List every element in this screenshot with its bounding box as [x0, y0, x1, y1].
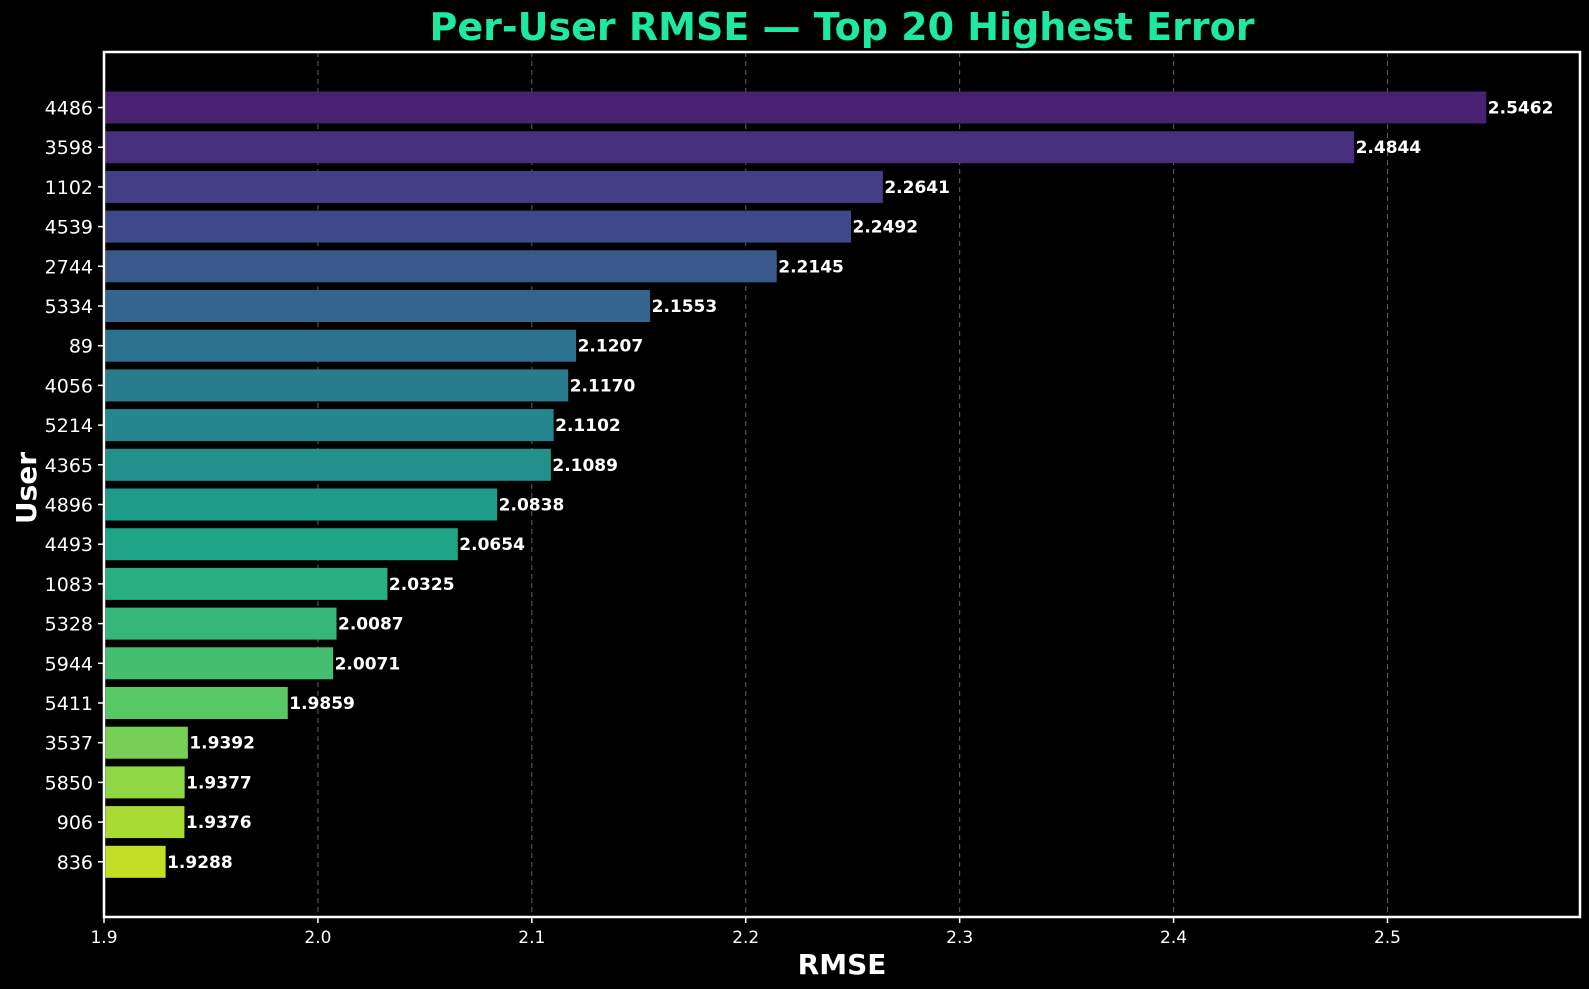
bar: [105, 528, 458, 561]
value-label: 1.9288: [167, 853, 233, 873]
y-tick-label: 4493: [45, 534, 93, 556]
y-tick-label: 4486: [45, 98, 93, 120]
y-tick-label: 3537: [45, 733, 93, 755]
y-tick-labels: 4486 3598 1102 4539 2744 5334 89 4056 5214 4365 48…: [45, 98, 104, 874]
y-tick-label: 5944: [45, 653, 93, 675]
y-axis-label: User: [10, 452, 43, 524]
x-tick-label: 2.5: [1374, 928, 1401, 948]
bar: [105, 647, 334, 680]
bar: [105, 170, 883, 203]
bar: [105, 607, 337, 640]
y-tick-label: 5214: [45, 415, 93, 437]
value-label: 2.1553: [652, 297, 718, 317]
value-label: 2.0325: [389, 575, 455, 595]
value-label: 1.9377: [186, 773, 252, 793]
value-label: 2.5462: [1488, 99, 1554, 119]
value-label: 2.1089: [552, 456, 618, 476]
bar: [105, 91, 1487, 124]
bar: [105, 369, 569, 402]
chart-title: Per-User RMSE — Top 20 Highest Error: [430, 5, 1255, 49]
y-tick-label: 4365: [45, 455, 93, 477]
y-tick-label: 2744: [45, 256, 93, 278]
x-axis-label: RMSE: [798, 948, 887, 981]
plot-frame: [102, 50, 1582, 919]
bar: [105, 210, 851, 243]
bar: [105, 726, 188, 759]
bar: [105, 250, 777, 283]
bar: [105, 687, 288, 719]
bar: [105, 806, 185, 839]
x-tick-label: 1.9: [90, 928, 117, 948]
x-tick-label: 2.1: [518, 928, 545, 948]
bar: [105, 488, 498, 521]
y-tick-label: 4056: [45, 375, 93, 397]
value-label: 1.9859: [289, 694, 355, 714]
y-tick-label: 89: [69, 336, 93, 358]
bar: [105, 131, 1355, 164]
bars: [105, 91, 1487, 878]
x-tick-labels: 1.9 2.0 2.1 2.2 2.3 2.4 2.5: [90, 917, 1401, 948]
y-tick-label: 4896: [45, 495, 93, 517]
bar: [105, 567, 388, 600]
value-labels: 2.5462 2.4844 2.2641 2.2492 2.2145 2.1553 2.12…: [167, 99, 1553, 873]
bar: [105, 290, 651, 322]
y-tick-label: 1083: [45, 574, 93, 596]
x-tick-label: 2.4: [1160, 928, 1187, 948]
value-label: 2.0087: [338, 615, 404, 635]
value-label: 2.1102: [555, 416, 621, 436]
y-tick-label: 5411: [45, 693, 93, 715]
x-tick-label: 2.3: [946, 928, 973, 948]
bar: [105, 845, 166, 878]
y-tick-label: 5334: [45, 296, 93, 318]
y-tick-label: 5328: [45, 614, 93, 636]
value-label: 2.2641: [884, 178, 950, 198]
value-label: 2.0654: [459, 535, 525, 555]
value-label: 1.9392: [189, 734, 255, 754]
y-tick-label: 3598: [45, 137, 93, 159]
value-label: 1.9376: [186, 813, 252, 833]
y-tick-label: 906: [57, 812, 93, 834]
bar: [105, 329, 577, 362]
x-tick-label: 2.0: [304, 928, 331, 948]
value-label: 2.4844: [1356, 138, 1422, 158]
value-label: 2.1170: [570, 376, 636, 396]
y-tick-label: 836: [57, 852, 93, 874]
y-tick-label: 1102: [45, 177, 93, 199]
value-label: 2.1207: [578, 337, 644, 357]
bar: [105, 409, 554, 442]
value-label: 2.2145: [778, 257, 844, 277]
bar: [105, 448, 551, 481]
y-tick-label: 4539: [45, 217, 93, 239]
value-label: 2.0838: [499, 496, 565, 516]
x-tick-label: 2.2: [732, 928, 759, 948]
value-label: 2.0071: [335, 654, 401, 674]
bar: [105, 766, 185, 799]
value-label: 2.2492: [852, 218, 918, 238]
y-tick-label: 5850: [45, 772, 93, 794]
